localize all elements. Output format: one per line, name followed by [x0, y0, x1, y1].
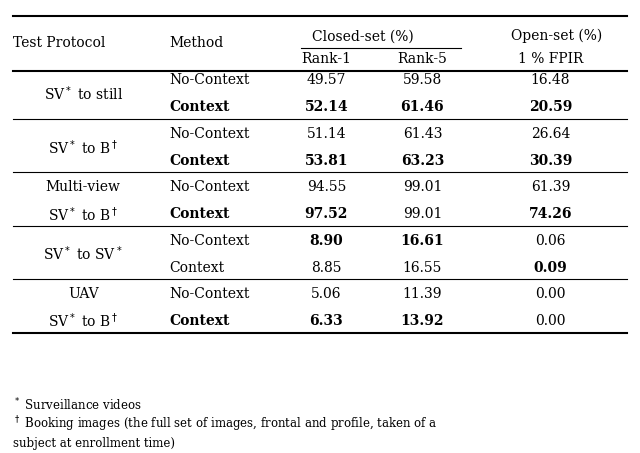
Text: 8.85: 8.85: [311, 261, 342, 275]
Text: SV$^*$ to B$^\dagger$: SV$^*$ to B$^\dagger$: [48, 312, 118, 331]
Text: 0.00: 0.00: [535, 287, 566, 301]
Text: Context: Context: [170, 261, 225, 275]
Text: $^*$ Surveillance videos: $^*$ Surveillance videos: [13, 397, 141, 414]
Text: 61.43: 61.43: [403, 127, 442, 140]
Text: 16.55: 16.55: [403, 261, 442, 275]
Text: 99.01: 99.01: [403, 180, 442, 194]
Text: subject at enrollment time): subject at enrollment time): [13, 437, 175, 450]
Text: Context: Context: [170, 101, 230, 114]
Text: SV$^*$ to B$^\dagger$: SV$^*$ to B$^\dagger$: [48, 138, 118, 157]
Text: 59.58: 59.58: [403, 73, 442, 87]
Text: 1 % FPIR: 1 % FPIR: [518, 52, 583, 66]
Text: 63.23: 63.23: [401, 154, 444, 168]
Text: 0.06: 0.06: [535, 234, 566, 247]
Text: Test Protocol: Test Protocol: [13, 37, 105, 50]
Text: 26.64: 26.64: [531, 127, 570, 140]
Text: 99.01: 99.01: [403, 207, 442, 221]
Text: No-Context: No-Context: [170, 234, 250, 247]
Text: 20.59: 20.59: [529, 101, 572, 114]
Text: 5.06: 5.06: [311, 287, 342, 301]
Text: 0.09: 0.09: [534, 261, 567, 275]
Text: Method: Method: [170, 37, 224, 50]
Text: 30.39: 30.39: [529, 154, 572, 168]
Text: 61.39: 61.39: [531, 180, 570, 194]
Text: Rank-1: Rank-1: [301, 52, 351, 66]
Text: Context: Context: [170, 207, 230, 221]
Text: SV$^*$ to still: SV$^*$ to still: [44, 84, 123, 103]
Text: 8.90: 8.90: [310, 234, 343, 247]
Text: SV$^*$ to SV$^*$: SV$^*$ to SV$^*$: [44, 245, 123, 264]
Text: No-Context: No-Context: [170, 73, 250, 87]
Text: 51.14: 51.14: [307, 127, 346, 140]
Text: 61.46: 61.46: [401, 101, 444, 114]
Text: Multi-view: Multi-view: [46, 180, 120, 194]
Text: SV$^*$ to B$^\dagger$: SV$^*$ to B$^\dagger$: [48, 205, 118, 224]
Text: Open-set (%): Open-set (%): [511, 29, 602, 43]
Text: No-Context: No-Context: [170, 127, 250, 140]
Text: 16.48: 16.48: [531, 73, 570, 87]
Text: 52.14: 52.14: [305, 101, 348, 114]
Text: 6.33: 6.33: [310, 314, 343, 328]
Text: 11.39: 11.39: [403, 287, 442, 301]
Text: 74.26: 74.26: [529, 207, 572, 221]
Text: Context: Context: [170, 314, 230, 328]
Text: $^\dagger$ Booking images (the full set of images, frontal and profile, taken of: $^\dagger$ Booking images (the full set …: [13, 414, 437, 434]
Text: 0.00: 0.00: [535, 314, 566, 328]
Text: No-Context: No-Context: [170, 180, 250, 194]
Text: 13.92: 13.92: [401, 314, 444, 328]
Text: 53.81: 53.81: [305, 154, 348, 168]
Text: 97.52: 97.52: [305, 207, 348, 221]
Text: UAV: UAV: [68, 287, 99, 301]
Text: Context: Context: [170, 154, 230, 168]
Text: 16.61: 16.61: [401, 234, 444, 247]
Text: Closed-set (%): Closed-set (%): [312, 29, 413, 43]
Text: 94.55: 94.55: [307, 180, 346, 194]
Text: Rank-5: Rank-5: [397, 52, 447, 66]
Text: 49.57: 49.57: [307, 73, 346, 87]
Text: No-Context: No-Context: [170, 287, 250, 301]
